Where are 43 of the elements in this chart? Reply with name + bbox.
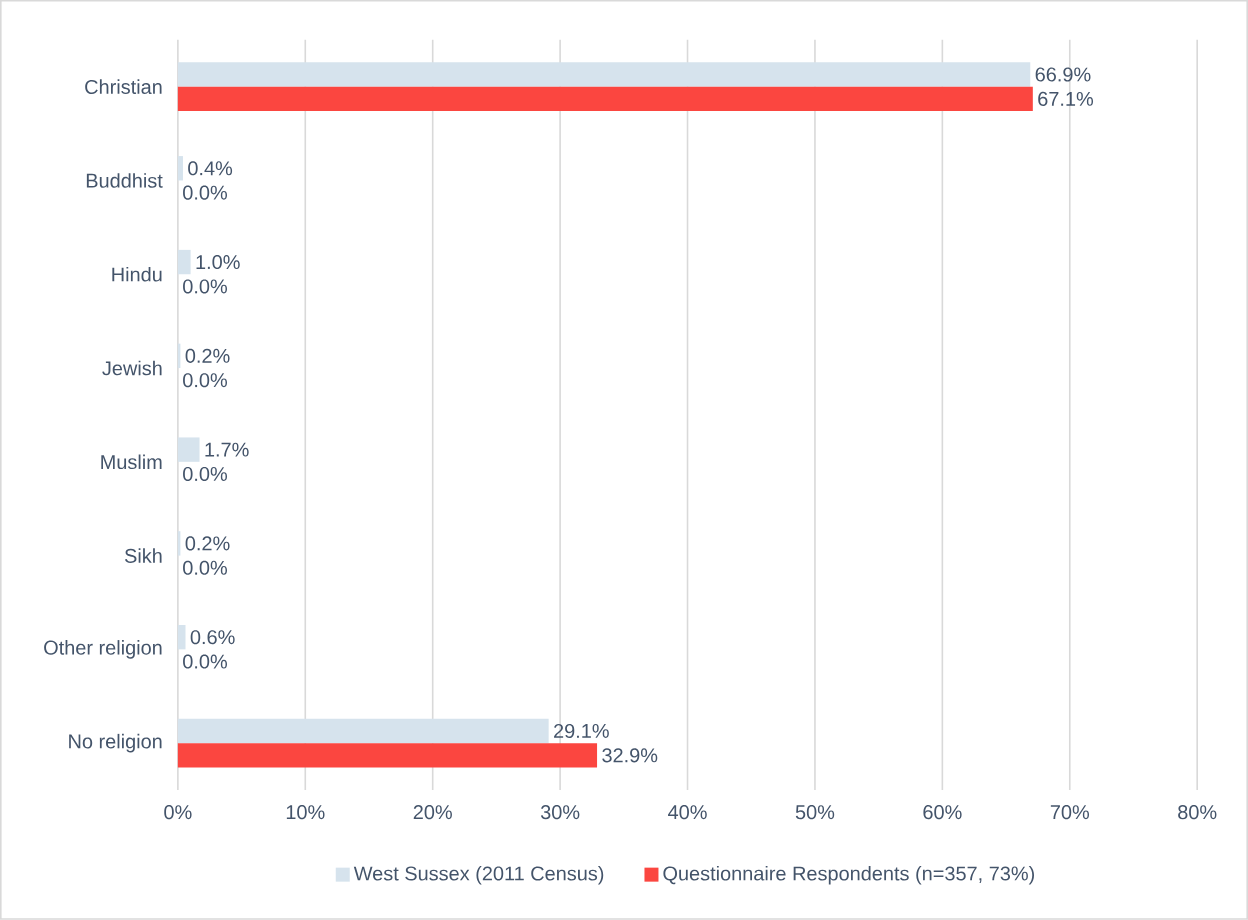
bar [177, 718, 549, 744]
data-label: 0.0% [183, 654, 228, 669]
data-label: 0.4% [188, 161, 233, 176]
data-label: 32.9% [602, 748, 658, 763]
y-tick-label: Muslim [101, 454, 162, 470]
x-tick-label: 50% [795, 805, 835, 820]
y-tick-label: Other religion [44, 640, 162, 659]
data-label: 29.1% [554, 723, 609, 739]
bar [177, 86, 1033, 112]
data-label: 0.2% [185, 536, 230, 551]
y-tick-label: Sikh [124, 548, 162, 563]
bar [177, 437, 200, 462]
legend-label: Questionnaire Respondents (n=357, 73%) [663, 865, 1035, 885]
data-label: 0.6% [190, 630, 235, 645]
x-tick-label: 30% [540, 805, 580, 820]
x-tick-label: 60% [923, 805, 962, 820]
y-tick-label: Hindu [112, 266, 162, 282]
data-label: 0.0% [183, 373, 228, 388]
legend-label: West Sussex (2011 Census) [353, 865, 604, 885]
data-label: 66.9% [1035, 67, 1091, 82]
bar [177, 743, 598, 768]
bar [177, 62, 1031, 87]
data-label: 1.7% [205, 442, 249, 457]
bar [177, 625, 186, 650]
x-tick-label: 20% [413, 805, 452, 820]
y-tick-label: Christian [85, 79, 162, 95]
x-tick-label: 10% [286, 805, 325, 820]
bar [177, 156, 183, 181]
data-label: 0.0% [183, 279, 228, 294]
x-tick-label: 0% [164, 805, 192, 820]
y-tick-label: Jewish [102, 360, 162, 376]
data-label: 0.0% [183, 185, 228, 200]
data-label: 0.0% [183, 560, 228, 575]
y-tick-label: Buddhist [86, 173, 163, 188]
bar [177, 249, 191, 275]
data-label: 0.0% [183, 467, 228, 482]
x-tick-label: 40% [668, 805, 707, 820]
y-tick-label: No religion [69, 733, 162, 753]
x-tick-label: 80% [1178, 805, 1217, 820]
data-label: 0.2% [185, 348, 230, 363]
data-label: 1.0% [196, 255, 240, 270]
x-tick-label: 70% [1050, 805, 1090, 820]
data-label: 67.1% [1038, 91, 1094, 106]
